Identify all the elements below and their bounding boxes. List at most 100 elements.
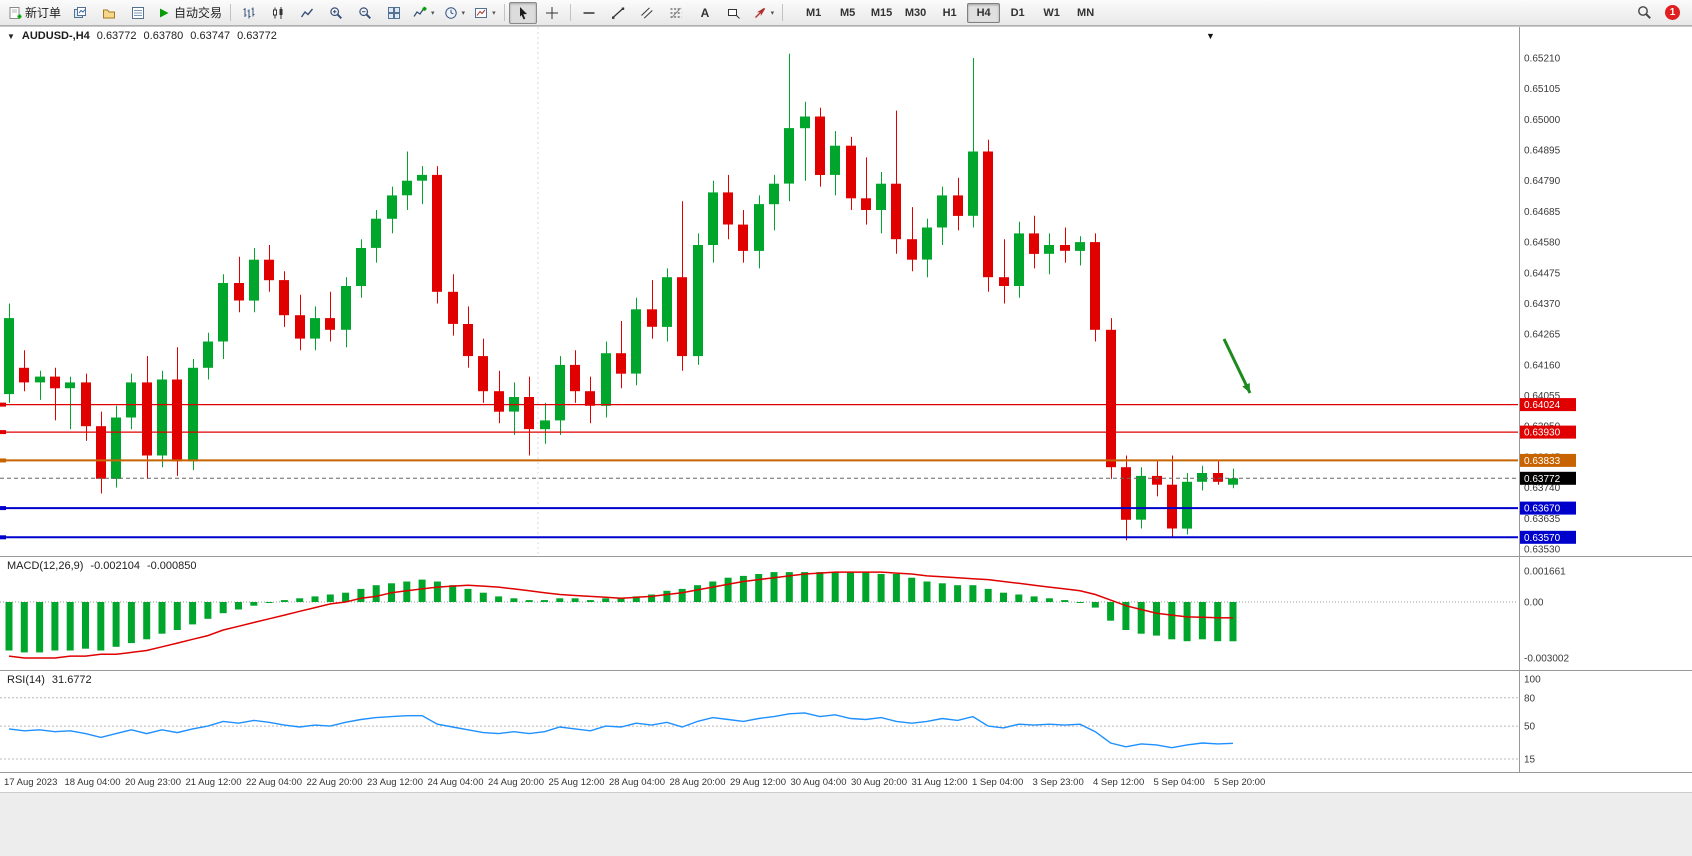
timeframe-W1[interactable]: W1 (1043, 6, 1060, 19)
macd-label: MACD(12,26,9) (7, 560, 84, 572)
rsi-panel[interactable]: 100 80 50 15 RSI(14) 31.6772 (0, 670, 1692, 772)
macd-value-main: -0.002104 (90, 560, 140, 572)
svg-text:0.63670: 0.63670 (1524, 504, 1561, 515)
time-axis-label: 30 Aug 04:00 (790, 777, 847, 788)
cursor-icon (519, 6, 527, 19)
clock-icon (444, 6, 457, 19)
time-axis-label: 28 Aug 04:00 (609, 777, 665, 788)
timeframe-H4[interactable]: H4 (967, 2, 1001, 23)
cursor-tool-button[interactable] (508, 1, 537, 24)
timeframe-M1[interactable]: M1 (805, 6, 822, 19)
label-tool-button[interactable] (720, 2, 748, 24)
svg-text:50: 50 (1524, 722, 1536, 733)
time-axis-label: 20 Aug 23:00 (125, 777, 181, 788)
rsi-line (8, 712, 1234, 749)
time-axis[interactable]: 17 Aug 2023 18 Aug 04:00 20 Aug 23:00 21 Au… (0, 772, 1692, 792)
horizontal-lines (0, 402, 1518, 540)
price-chart-panel[interactable]: 0.65210 0.65105 0.65000 0.64895 0.64790 0.646… (0, 26, 1692, 556)
crosshair-tool-button[interactable] (538, 2, 566, 24)
svg-text:0.001661: 0.001661 (1524, 567, 1566, 578)
rsi-title: RSI(14) 31.6772 (7, 674, 92, 686)
line-chart-button[interactable] (293, 2, 321, 24)
macd-panel[interactable]: 0.001661 0.00 -0.003002 MACD(12,26,9) -0.0… (0, 556, 1692, 670)
periods-button[interactable]: ▾ (440, 2, 470, 24)
svg-text:0.64895: 0.64895 (1524, 146, 1561, 157)
templates-button[interactable]: ▾ (470, 2, 500, 24)
toolbar: 新订单 自动交易 (0, 0, 1692, 26)
time-axis-label: 24 Aug 20:00 (488, 777, 544, 788)
zoom-in-icon (330, 6, 343, 19)
time-axis-label: 3 Sep 23:00 (1032, 777, 1084, 788)
candlestick-chart-button[interactable] (264, 2, 292, 24)
timeframe-M15[interactable]: M15 (870, 6, 893, 19)
search-button[interactable] (1630, 2, 1658, 24)
arrows-tool-button[interactable]: ▾ (749, 2, 779, 24)
time-axis-label: 22 Aug 20:00 (306, 777, 363, 788)
indicators-icon (413, 6, 427, 17)
svg-text:0.64265: 0.64265 (1524, 330, 1561, 341)
svg-text:A: A (700, 6, 709, 20)
chevron-down-icon: ▾ (492, 9, 496, 17)
time-axis-label: 28 Aug 20:00 (669, 777, 726, 788)
tile-windows-button[interactable] (380, 2, 408, 24)
zoom-out-icon (359, 6, 372, 19)
charts-button[interactable] (66, 2, 94, 24)
indicators-button[interactable]: ▾ (409, 2, 439, 24)
svg-text:100: 100 (1524, 675, 1541, 686)
data-window-button[interactable] (124, 2, 152, 24)
text-tool-button[interactable]: A (691, 2, 719, 24)
channel-tool-button[interactable] (633, 2, 661, 24)
svg-text:0.64580: 0.64580 (1524, 238, 1561, 249)
macd-histogram (5, 572, 1237, 653)
svg-text:0.63635: 0.63635 (1524, 514, 1561, 525)
ohlc-low: 0.63747 (190, 30, 231, 42)
notification-badge[interactable]: 1 (1665, 5, 1680, 20)
profiles-button[interactable] (95, 2, 123, 24)
candlestick-chart[interactable]: 0.65210 0.65105 0.65000 0.64895 0.64790 0.646… (0, 27, 1692, 556)
workspace-footer (0, 792, 1692, 856)
trendline-icon (611, 7, 624, 19)
time-axis-label: 30 Aug 20:00 (851, 777, 907, 788)
line-chart-icon (300, 8, 314, 17)
zoom-out-button[interactable] (351, 2, 379, 24)
time-axis-label: 5 Sep 04:00 (1153, 777, 1205, 788)
fibonacci-tool-button[interactable] (662, 2, 690, 24)
svg-text:0.63772: 0.63772 (1524, 474, 1561, 485)
timeframe-D1[interactable]: D1 (1010, 6, 1025, 19)
autotrading-button[interactable]: 自动交易 (153, 2, 226, 24)
zoom-in-button[interactable] (322, 2, 350, 24)
svg-text:0.63570: 0.63570 (1524, 533, 1561, 544)
timeframe-M5[interactable]: M5 (839, 6, 856, 19)
svg-text:0.64160: 0.64160 (1524, 360, 1561, 371)
bar-chart-button[interactable] (235, 2, 263, 24)
crosshair-icon (545, 6, 558, 19)
svg-text:0.65210: 0.65210 (1524, 54, 1561, 65)
svg-text:0.63833: 0.63833 (1524, 456, 1561, 467)
symbol-dropdown-icon[interactable]: ▼ (7, 31, 15, 41)
hline-tool-button[interactable] (575, 2, 603, 24)
timeframe-M30[interactable]: M30 (904, 6, 927, 19)
timeframe-H1[interactable]: H1 (942, 6, 957, 19)
rsi-chart[interactable]: 100 80 50 15 (0, 671, 1692, 772)
rsi-label: RSI(14) (7, 674, 45, 686)
time-axis-label: 24 Aug 04:00 (427, 777, 484, 788)
horizontal-line-icon (583, 11, 595, 14)
toolbar-separator (782, 4, 784, 21)
chevron-down-icon: ▾ (461, 9, 466, 17)
candles (4, 53, 1238, 541)
time-axis-label: 18 Aug 04:00 (64, 777, 121, 788)
candlestick-icon (273, 6, 283, 19)
price-level-badges: 0.64024 0.63930 0.63833 0.63670 0.63570 0.637… (1520, 398, 1576, 544)
tile-windows-icon (388, 6, 401, 19)
trendline-tool-button[interactable] (604, 2, 632, 24)
timeframe-MN[interactable]: MN (1077, 6, 1095, 19)
chevron-down-icon: ▾ (431, 9, 435, 17)
svg-text:0.64370: 0.64370 (1524, 299, 1561, 310)
new-order-button[interactable]: 新订单 (4, 2, 65, 24)
new-order-label: 新订单 (25, 6, 62, 20)
fibonacci-icon (670, 7, 682, 18)
chevron-down-icon: ▾ (770, 9, 775, 17)
time-axis-label: 1 Sep 04:00 (972, 777, 1024, 788)
macd-chart[interactable]: 0.001661 0.00 -0.003002 (0, 557, 1692, 670)
